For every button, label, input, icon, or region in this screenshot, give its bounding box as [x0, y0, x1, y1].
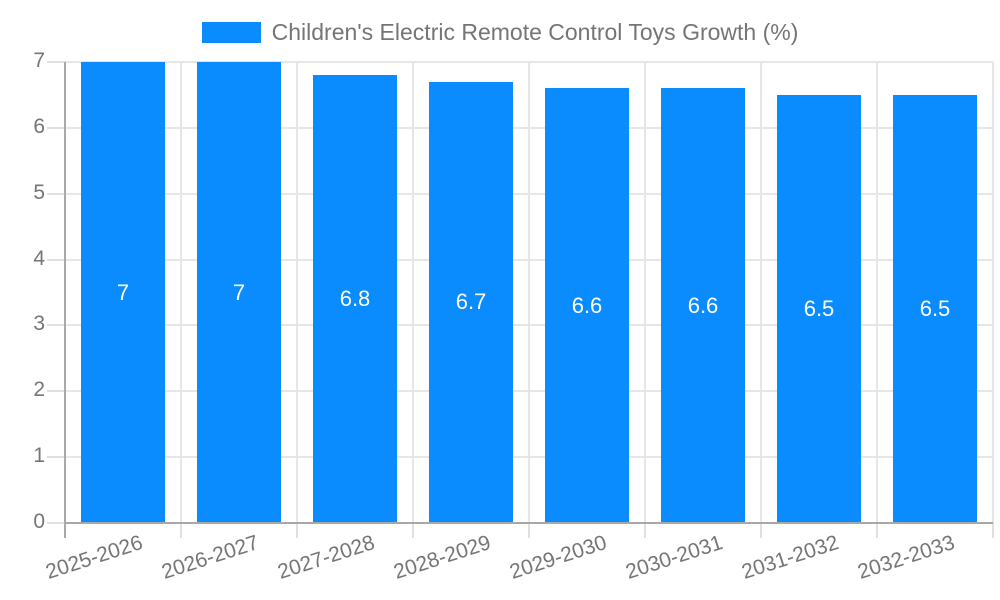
x-axis-tick-mark: [760, 523, 762, 538]
y-axis-tick-label: 7: [33, 49, 45, 72]
y-axis-tick-label: 3: [33, 312, 45, 336]
y-axis-tick-mark: [47, 258, 65, 261]
y-axis-tick-mark: [47, 456, 65, 459]
bar-value-label: 6.5: [803, 295, 835, 321]
bar-2027-2028[interactable]: 6.8: [313, 75, 397, 523]
x-axis-category-label: 2030-2031: [622, 531, 726, 584]
y-axis-tick-label: 4: [33, 246, 45, 270]
bar-value-label: 6.8: [339, 286, 371, 312]
bar-value-label: 7: [116, 279, 130, 305]
x-axis-tick-mark: [180, 523, 182, 538]
x-axis-category-label: 2029-2030: [506, 531, 610, 584]
y-axis-tick-mark: [47, 324, 65, 327]
bar-2025-2026[interactable]: 7: [81, 62, 165, 523]
gridline-vertical: [528, 62, 530, 523]
y-axis-tick-mark: [47, 390, 65, 393]
x-axis-category-label: 2026-2027: [158, 531, 262, 584]
gridline-vertical: [992, 62, 994, 523]
bar-value-label: 6.7: [455, 289, 487, 315]
x-axis-tick-mark: [296, 523, 298, 538]
x-axis-tick-mark: [992, 523, 994, 538]
y-axis-line: [64, 62, 66, 538]
gridline-vertical: [180, 62, 182, 523]
y-axis-tick-label: 5: [33, 180, 45, 204]
y-axis-tick-mark: [47, 126, 65, 129]
bar-value-label: 7: [232, 279, 246, 305]
x-axis-category-label: 2027-2028: [274, 531, 378, 584]
legend-swatch-icon: [201, 21, 261, 43]
y-axis-tick-mark: [47, 522, 65, 524]
bar-value-label: 6.6: [571, 292, 603, 318]
bar-value-label: 6.5: [919, 295, 951, 321]
bar-2026-2027[interactable]: 7: [197, 62, 281, 523]
bar-2032-2033[interactable]: 6.5: [893, 94, 977, 523]
gridline-vertical: [412, 62, 414, 523]
x-axis-category-label: 2031-2032: [738, 531, 842, 584]
y-axis-tick-mark: [47, 61, 65, 63]
bar-value-label: 6.6: [687, 292, 719, 318]
bar-2031-2032[interactable]: 6.5: [777, 94, 861, 523]
gridline-vertical: [296, 62, 298, 523]
x-axis-category-label: 2025-2026: [42, 531, 146, 584]
y-axis-tick-label: 1: [33, 444, 45, 468]
bar-2028-2029[interactable]: 6.7: [429, 81, 513, 523]
y-axis-tick-mark: [47, 192, 65, 195]
x-axis-tick-mark: [876, 523, 878, 538]
bar-2030-2031[interactable]: 6.6: [661, 88, 745, 523]
y-axis-tick-label: 6: [33, 114, 45, 138]
gridline-vertical: [760, 62, 762, 523]
x-axis-category-label: 2028-2029: [390, 531, 494, 584]
y-axis-tick-label: 0: [33, 510, 45, 533]
x-axis-line: [65, 522, 993, 524]
x-axis-category-label: 2032-2033: [854, 531, 958, 584]
gridline-vertical: [876, 62, 878, 523]
legend-label: Children's Electric Remote Control Toys …: [271, 19, 799, 45]
x-axis-tick-mark: [644, 523, 646, 538]
chart-legend-item[interactable]: Children's Electric Remote Control Toys …: [0, 18, 1000, 46]
gridline-vertical: [644, 62, 646, 523]
y-axis-tick-label: 2: [33, 378, 45, 402]
x-axis-tick-mark: [412, 523, 414, 538]
bar-2029-2030[interactable]: 6.6: [545, 88, 629, 523]
x-axis-tick-mark: [528, 523, 530, 538]
